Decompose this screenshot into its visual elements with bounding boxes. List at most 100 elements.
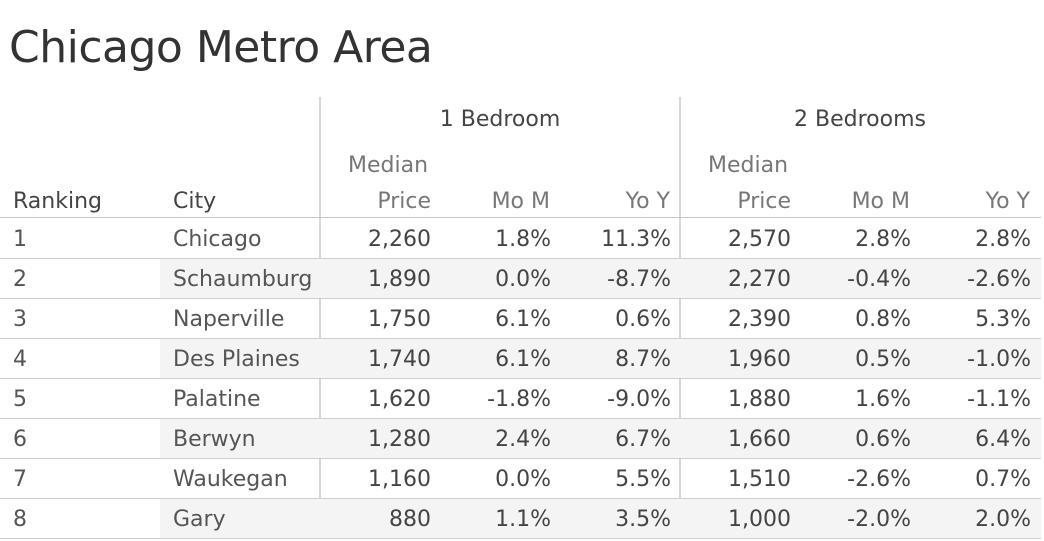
b2-price-cell: 1,660: [728, 427, 791, 452]
b2-mom-header: Mo M: [851, 189, 910, 214]
table-row: 1 Chicago 2,260 1.8% 11.3% 2,570 2.8% 2.8%: [0, 219, 1041, 259]
b2-yoy-cell: 0.7%: [975, 467, 1031, 492]
ranking-header: Ranking: [13, 189, 102, 214]
b2-mom-cell: 0.6%: [855, 427, 911, 452]
b2-yoy-cell: -1.1%: [967, 387, 1031, 412]
header-rule: [0, 217, 1041, 218]
row-divider: [0, 338, 1041, 339]
rank-cell: 3: [13, 307, 27, 332]
city-cell: Gary: [173, 507, 226, 532]
b1-yoy-cell: -8.7%: [607, 267, 671, 292]
row-divider: [0, 538, 1041, 539]
b2-price-cell: 2,570: [728, 227, 791, 252]
table-row: 4 Des Plaines 1,740 6.1% 8.7% 1,960 0.5% -1.0%: [0, 339, 1041, 379]
b1-median-header-line1: Median: [348, 153, 429, 178]
b2-yoy-cell: -2.6%: [967, 267, 1031, 292]
b2-mom-cell: 0.5%: [855, 347, 911, 372]
b1-mom-header: Mo M: [491, 189, 550, 214]
b2-mom-cell: 0.8%: [855, 307, 911, 332]
b2-yoy-cell: -1.0%: [967, 347, 1031, 372]
rank-cell: 8: [13, 507, 27, 532]
b1-yoy-cell: -9.0%: [607, 387, 671, 412]
b1-price-cell: 1,160: [368, 467, 431, 492]
rank-cell: 7: [13, 467, 27, 492]
row-band: [160, 259, 1041, 299]
city-cell: Waukegan: [173, 467, 288, 492]
row-band: [160, 339, 1041, 379]
b1-mom-cell: 2.4%: [495, 427, 551, 452]
row-divider: [0, 458, 1041, 459]
b2-price-cell: 1,000: [728, 507, 791, 532]
b2-mom-cell: 2.8%: [855, 227, 911, 252]
b1-price-cell: 880: [389, 507, 431, 532]
b2-price-cell: 1,510: [728, 467, 791, 492]
b1-yoy-cell: 6.7%: [615, 427, 671, 452]
table-row: 8 Gary 880 1.1% 3.5% 1,000 -2.0% 2.0%: [0, 499, 1041, 539]
b2-mom-cell: -2.6%: [847, 467, 911, 492]
b1-yoy-cell: 5.5%: [615, 467, 671, 492]
b1-mom-cell: 1.8%: [495, 227, 551, 252]
table-row: 2 Schaumburg 1,890 0.0% -8.7% 2,270 -0.4% -2.6%: [0, 259, 1041, 299]
row-divider: [0, 298, 1041, 299]
b1-yoy-header: Yo Y: [625, 189, 670, 214]
b1-mom-cell: -1.8%: [487, 387, 551, 412]
city-cell: Palatine: [173, 387, 261, 412]
row-divider: [0, 378, 1041, 379]
rank-cell: 2: [13, 267, 27, 292]
group-header-2-bedrooms: 2 Bedrooms: [794, 107, 926, 132]
page-title: Chicago Metro Area: [9, 22, 433, 73]
b2-price-cell: 2,270: [728, 267, 791, 292]
row-divider: [0, 498, 1041, 499]
city-cell: Naperville: [173, 307, 285, 332]
b1-price-cell: 1,750: [368, 307, 431, 332]
b1-mom-cell: 6.1%: [495, 347, 551, 372]
b1-mom-cell: 0.0%: [495, 467, 551, 492]
b1-mom-cell: 1.1%: [495, 507, 551, 532]
b2-yoy-cell: 2.8%: [975, 227, 1031, 252]
table-row: 6 Berwyn 1,280 2.4% 6.7% 1,660 0.6% 6.4%: [0, 419, 1041, 459]
city-cell: Schaumburg: [173, 267, 313, 292]
b2-price-cell: 1,960: [728, 347, 791, 372]
b2-mom-cell: 1.6%: [855, 387, 911, 412]
b1-mom-cell: 6.1%: [495, 307, 551, 332]
b1-price-cell: 1,740: [368, 347, 431, 372]
row-divider: [0, 418, 1041, 419]
city-cell: Des Plaines: [173, 347, 300, 372]
b2-mom-cell: -0.4%: [847, 267, 911, 292]
row-band: [160, 499, 1041, 539]
b1-mom-cell: 0.0%: [495, 267, 551, 292]
city-cell: Chicago: [173, 227, 262, 252]
column-divider: [319, 97, 321, 539]
b1-yoy-cell: 0.6%: [615, 307, 671, 332]
rank-cell: 6: [13, 427, 27, 452]
row-band: [160, 419, 1041, 459]
table-row: 3 Naperville 1,750 6.1% 0.6% 2,390 0.8% 5.3%: [0, 299, 1041, 339]
rank-cell: 5: [13, 387, 27, 412]
b2-yoy-cell: 2.0%: [975, 507, 1031, 532]
b1-price-cell: 1,890: [368, 267, 431, 292]
b2-median-header-line2: Price: [737, 189, 791, 214]
rank-cell: 1: [13, 227, 27, 252]
b2-yoy-cell: 6.4%: [975, 427, 1031, 452]
city-header: City: [173, 189, 217, 214]
b2-yoy-cell: 5.3%: [975, 307, 1031, 332]
b2-mom-cell: -2.0%: [847, 507, 911, 532]
b1-median-header-line2: Price: [377, 189, 431, 214]
b1-yoy-cell: 8.7%: [615, 347, 671, 372]
group-header-1-bedroom: 1 Bedroom: [439, 107, 561, 132]
b1-price-cell: 1,280: [368, 427, 431, 452]
b1-yoy-cell: 11.3%: [601, 227, 671, 252]
b2-yoy-header: Yo Y: [985, 189, 1030, 214]
rank-cell: 4: [13, 347, 27, 372]
table-row: 5 Palatine 1,620 -1.8% -9.0% 1,880 1.6% -1.1%: [0, 379, 1041, 419]
b2-price-cell: 1,880: [728, 387, 791, 412]
b1-price-cell: 2,260: [368, 227, 431, 252]
city-cell: Berwyn: [173, 427, 256, 452]
row-divider: [0, 258, 1041, 259]
b1-yoy-cell: 3.5%: [615, 507, 671, 532]
b1-price-cell: 1,620: [368, 387, 431, 412]
column-divider: [679, 97, 681, 539]
b2-price-cell: 2,390: [728, 307, 791, 332]
b2-median-header-line1: Median: [708, 153, 789, 178]
table-row: 7 Waukegan 1,160 0.0% 5.5% 1,510 -2.6% 0.7%: [0, 459, 1041, 499]
